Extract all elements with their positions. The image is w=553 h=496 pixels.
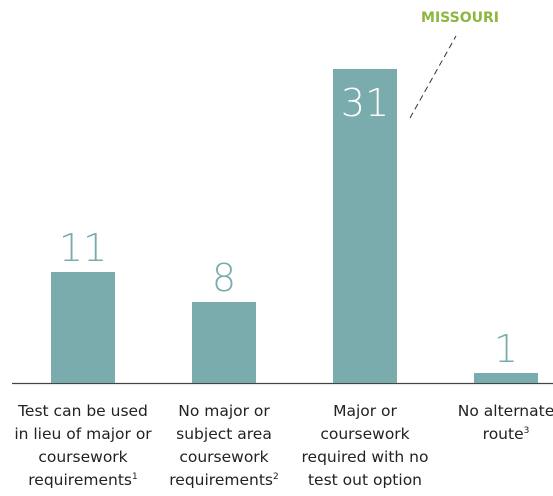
value-label: 31 (340, 81, 390, 125)
bar (51, 271, 115, 383)
value-label: 11 (58, 225, 108, 270)
annotation: MISSOURI (421, 10, 499, 26)
category-text: No alternate route (457, 402, 553, 443)
category-text: Test can be used in lieu of major or cou… (14, 402, 152, 489)
value-label: 8 (211, 255, 237, 300)
footnote-marker: 2 (272, 472, 279, 482)
x-tick-label: No major or subject area coursework requ… (154, 400, 294, 492)
bar (474, 372, 538, 383)
bar (333, 69, 397, 383)
footnote-marker: 1 (131, 472, 138, 482)
category-text: No major or subject area coursework requ… (169, 402, 273, 489)
footnote-marker: 3 (523, 426, 530, 436)
x-tick-label: Major or coursework required with no tes… (295, 400, 435, 492)
bar (192, 301, 256, 383)
x-tick-label: No alternate route3 (436, 400, 553, 446)
value-label: 1 (493, 326, 519, 371)
x-tick-label: Test can be used in lieu of major or cou… (13, 400, 153, 492)
category-text: Major or coursework required with no tes… (301, 402, 429, 489)
annotation-leader (409, 35, 457, 119)
